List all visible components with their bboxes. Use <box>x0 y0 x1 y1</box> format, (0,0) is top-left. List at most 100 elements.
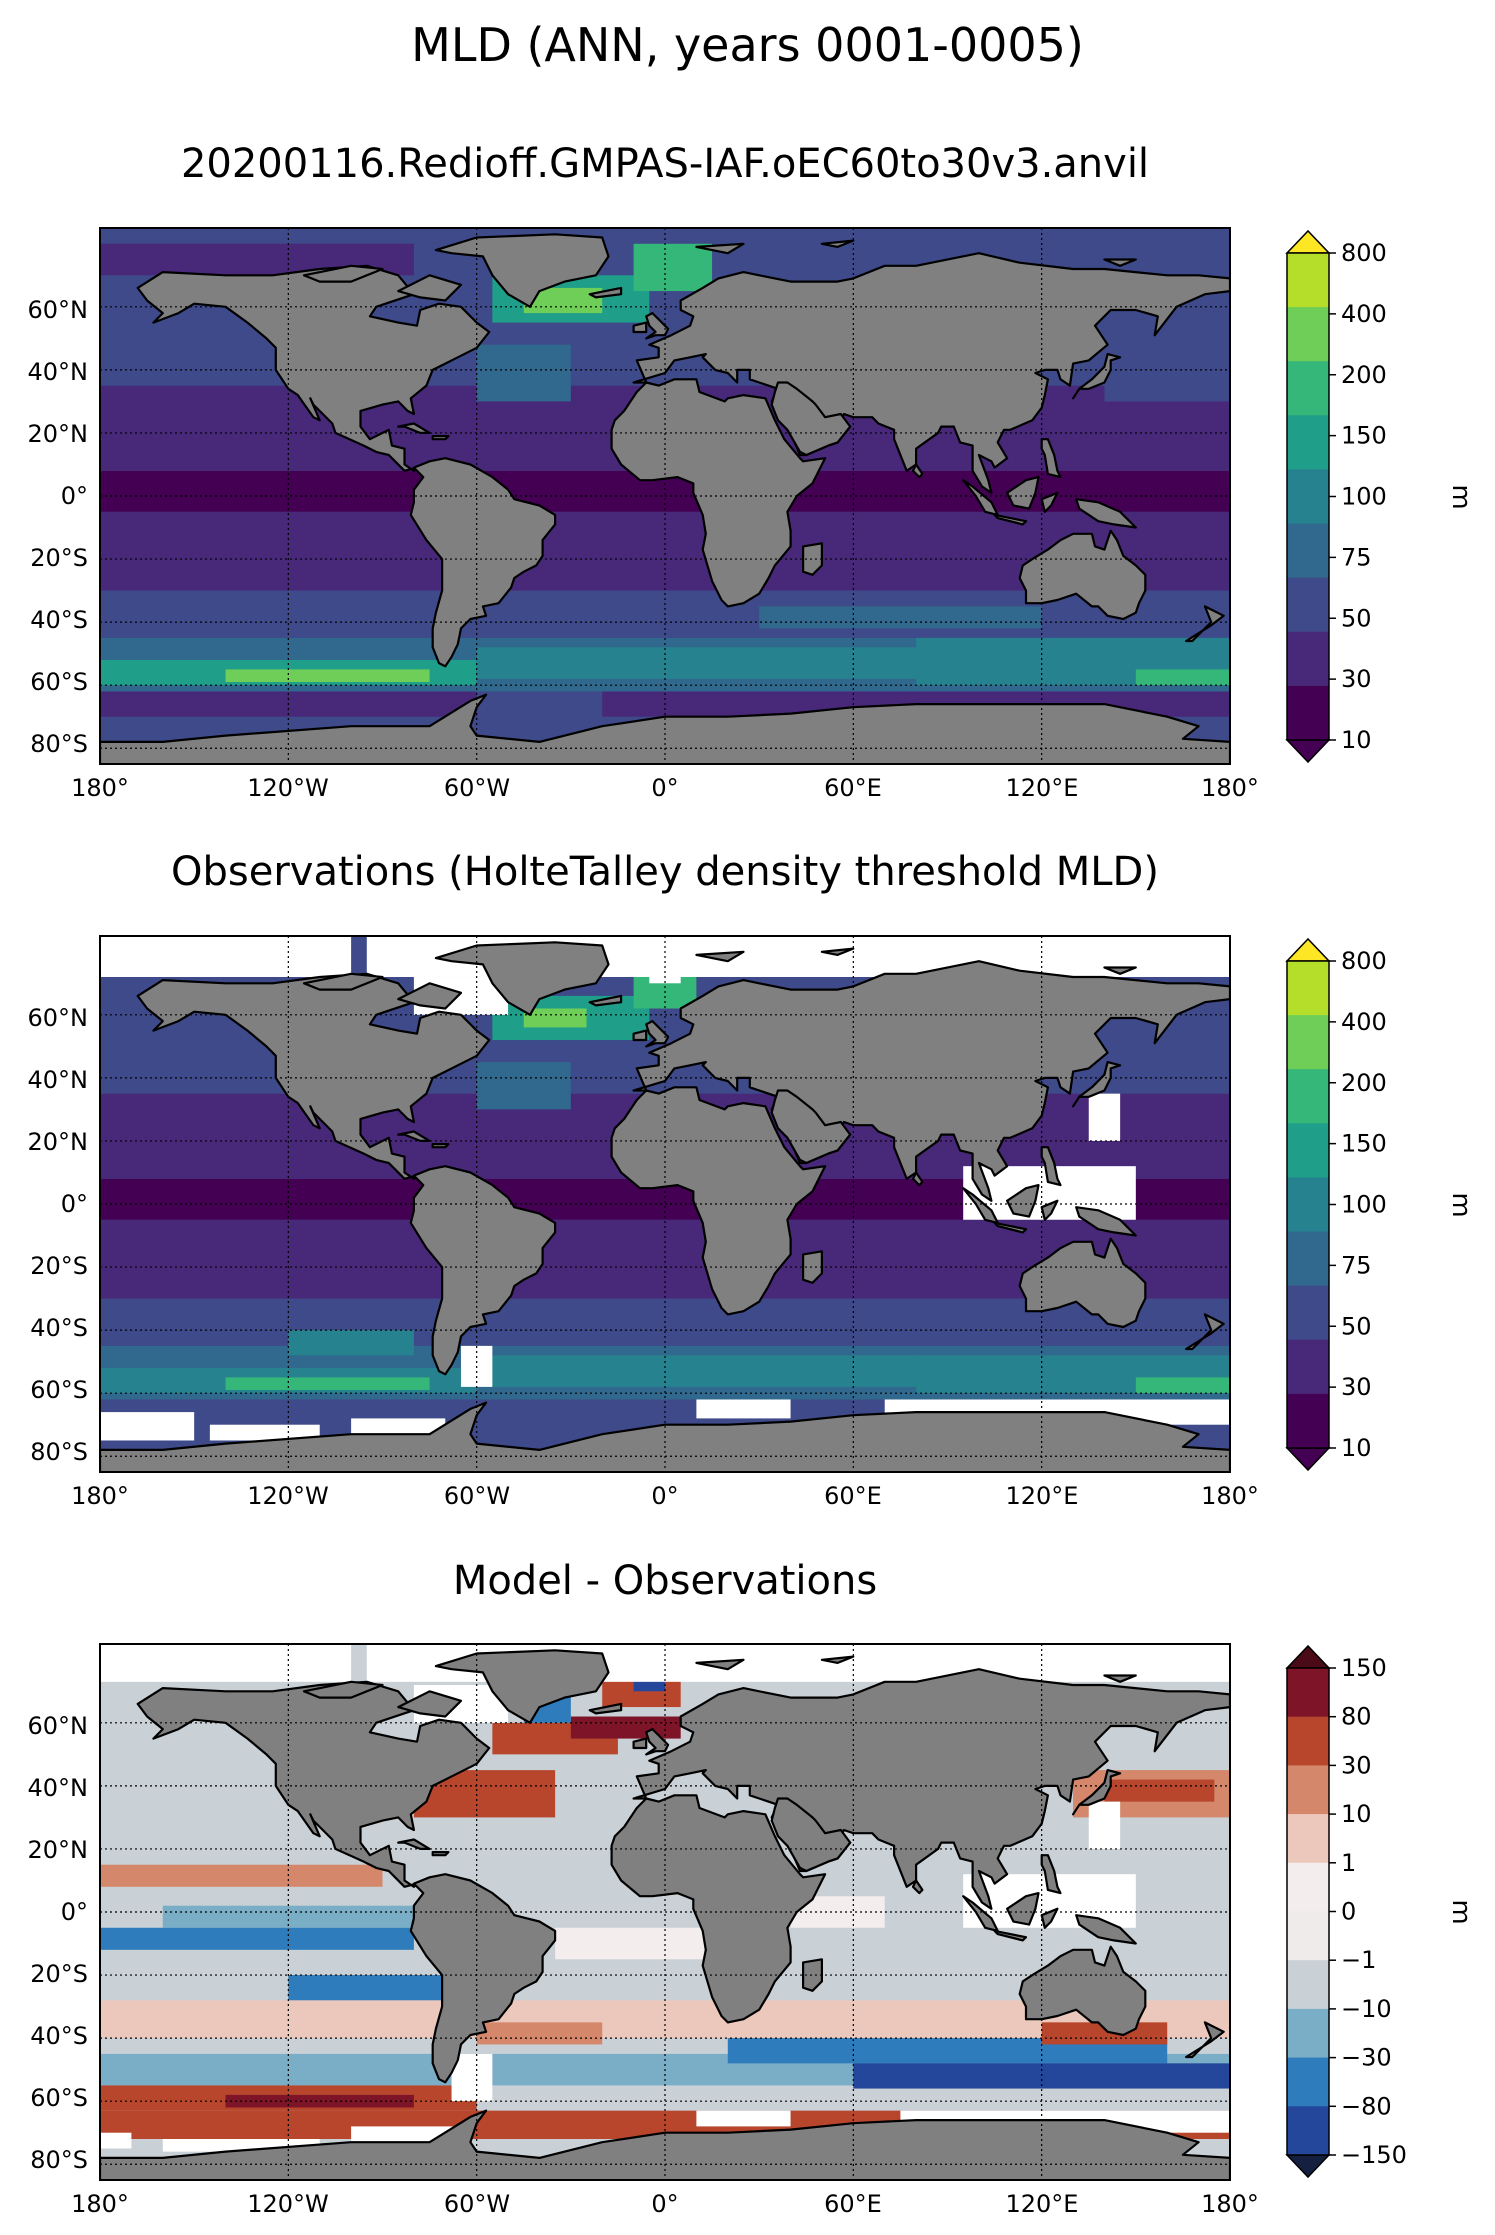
colorbar: 800 400 200 150 100 75 50 30 10 <box>1285 229 1387 764</box>
landmass <box>1072 353 1122 400</box>
colorbar-segment <box>1287 577 1329 633</box>
colorbar-segment <box>1287 307 1329 362</box>
longitude-tick-labels: 180° 120°W 60°W 0° 60°E 120°E 180° <box>71 1482 1259 1510</box>
colorbar-segment <box>1287 1177 1329 1233</box>
colorbar-segment <box>1287 415 1329 470</box>
map-frame <box>99 935 1231 1473</box>
colorbar-tick-label: −1 <box>1341 1946 1376 1974</box>
lat-tick: 0° <box>61 1190 88 1218</box>
lon-tick: 180° <box>71 774 129 802</box>
landmass <box>820 1655 855 1664</box>
landmass <box>588 994 623 1007</box>
colorbar-segment <box>1287 523 1329 579</box>
landmass <box>302 972 384 991</box>
landmass <box>1006 1184 1040 1218</box>
landmass <box>1103 966 1137 975</box>
field-band <box>523 1008 587 1028</box>
landmass <box>695 242 745 255</box>
no-data-patch <box>209 1424 320 1441</box>
lat-tick: 0° <box>61 482 88 510</box>
field-band <box>100 1864 383 1887</box>
landmass <box>695 950 745 963</box>
lat-tick: 40°S <box>30 2022 88 2050</box>
field-band <box>476 344 571 402</box>
landmass <box>695 1658 745 1671</box>
landmass <box>409 1165 557 1376</box>
lat-tick: 20°N <box>28 420 89 448</box>
colorbar-segment <box>1287 1814 1329 1864</box>
lon-tick: 180° <box>1201 2190 1259 2218</box>
field-band <box>476 2022 603 2045</box>
lat-tick: 20°N <box>28 1836 89 1864</box>
longitude-tick-labels: 180° 120°W 60°W 0° 60°E 120°E 180° <box>71 2190 1259 2218</box>
landmass <box>610 1794 827 2024</box>
lon-tick: 180° <box>1201 774 1259 802</box>
field-band <box>476 1062 571 1110</box>
no-data-patch <box>451 2053 493 2102</box>
landmass <box>1040 1854 1062 1895</box>
colorbar-tick-label: 10 <box>1341 726 1372 754</box>
lat-tick: 60°N <box>28 1712 89 1740</box>
landmass <box>136 1680 491 1888</box>
landmass <box>431 1143 450 1149</box>
colorbar-tick-label: 200 <box>1341 1069 1387 1097</box>
landmass <box>302 1680 384 1699</box>
colorbar-segment <box>1287 1231 1329 1287</box>
landmass <box>820 239 855 248</box>
colorbar-tick-label: 200 <box>1341 361 1387 389</box>
no-data-patch <box>696 2110 791 2127</box>
colorbar-tick-label: 150 <box>1341 422 1387 450</box>
lat-tick: 80°S <box>30 2146 88 2174</box>
colorbar-segment <box>1287 1015 1329 1070</box>
latitude-tick-labels: 60°N 40°N 20°N 0° 20°S 40°S 60°S 80°S <box>28 1712 89 2174</box>
lat-tick: 40°S <box>30 1314 88 1342</box>
field-band <box>288 1330 414 1356</box>
lon-tick: 60°E <box>824 1482 882 1510</box>
field-band <box>759 606 1042 629</box>
landmass <box>1040 1907 1059 1929</box>
colorbar-unit-label: m <box>1446 484 1476 509</box>
lat-tick: 40°S <box>30 606 88 634</box>
lon-tick: 60°E <box>824 2190 882 2218</box>
landmass <box>302 264 384 283</box>
landmass <box>1040 491 1059 513</box>
landmass <box>1103 258 1137 267</box>
colorbar-segment <box>1287 631 1329 687</box>
field-band <box>476 647 917 679</box>
landmass <box>397 1838 431 1850</box>
lon-tick: 60°W <box>444 2190 510 2218</box>
landmass <box>911 1171 924 1187</box>
lon-tick: 120°E <box>1006 1482 1079 1510</box>
colorbar-tick-label: 150 <box>1341 1654 1387 1682</box>
landmass <box>1075 1206 1137 1237</box>
landmass <box>645 312 670 340</box>
no-data-patch <box>100 936 352 977</box>
field-band <box>162 1905 414 1928</box>
field-band <box>1104 1779 1215 1802</box>
field-band <box>225 1377 430 1391</box>
field-band <box>1135 1377 1230 1394</box>
colorbar-segment <box>1287 1862 1329 1912</box>
no-data-patch <box>100 1644 352 1682</box>
lat-tick: 40°N <box>28 358 89 386</box>
lon-tick: 120°E <box>1006 774 1079 802</box>
landmass <box>1006 1892 1040 1926</box>
colorbar-segment <box>1287 2057 1329 2107</box>
landmass <box>409 1873 557 2084</box>
lat-tick: 20°S <box>30 1252 88 1280</box>
colorbar-segment <box>1287 361 1329 416</box>
latitude-tick-labels: 60°N 40°N 20°N 0° 20°S 40°S 60°S 80°S <box>28 296 89 758</box>
landmass <box>1040 438 1062 479</box>
colorbar-segment <box>1287 1716 1329 1766</box>
landmass <box>1185 605 1225 643</box>
lon-tick: 0° <box>651 1482 678 1510</box>
lon-tick: 60°E <box>824 774 882 802</box>
panel-2-title: Observations (HolteTalley density thresh… <box>171 849 1159 895</box>
colorbar-tick-label: 400 <box>1341 1008 1387 1036</box>
landmass <box>610 378 827 608</box>
lon-tick: 120°W <box>247 774 329 802</box>
colorbar-tick-label: 75 <box>1341 543 1372 571</box>
